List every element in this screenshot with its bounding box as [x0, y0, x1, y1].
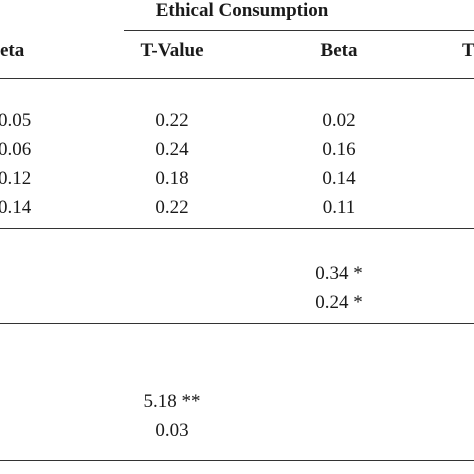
cell-tvalue-1: 0.24	[155, 139, 189, 160]
bottom-rule	[0, 460, 474, 461]
cell-beta-1: 0.14	[0, 197, 32, 218]
block2-rule	[0, 323, 474, 324]
cell-beta-2: 0.02	[322, 110, 356, 131]
cell-beta-2: 0.11	[322, 197, 356, 218]
cell-beta-1: 0.05	[0, 110, 32, 131]
header-beta-2: Beta	[320, 40, 358, 61]
cell-beta-2: 0.24 *	[315, 292, 363, 313]
group-title: Ethical Consumption	[155, 0, 329, 21]
cell-tvalue-1: 0.18	[155, 168, 189, 189]
cell-beta-1: 0.06	[0, 139, 32, 160]
cell-beta-1: 0.12	[0, 168, 32, 189]
group-underline	[124, 30, 474, 31]
header-tvalue-2: T	[462, 40, 474, 61]
header-beta-1: eta	[0, 40, 25, 61]
header-tvalue-1: T-Value	[140, 40, 204, 61]
cell-beta-2: 0.16	[322, 139, 356, 160]
block1-rule	[0, 228, 474, 229]
cell-tvalue-1: 0.03	[155, 420, 189, 441]
header-rule	[0, 78, 474, 79]
cell-tvalue-1: 0.22	[155, 197, 189, 218]
cell-tvalue-1: 5.18 **	[143, 391, 201, 412]
cell-beta-2: 0.14	[322, 168, 356, 189]
cell-beta-2: 0.34 *	[315, 263, 363, 284]
cell-tvalue-1: 0.22	[155, 110, 189, 131]
